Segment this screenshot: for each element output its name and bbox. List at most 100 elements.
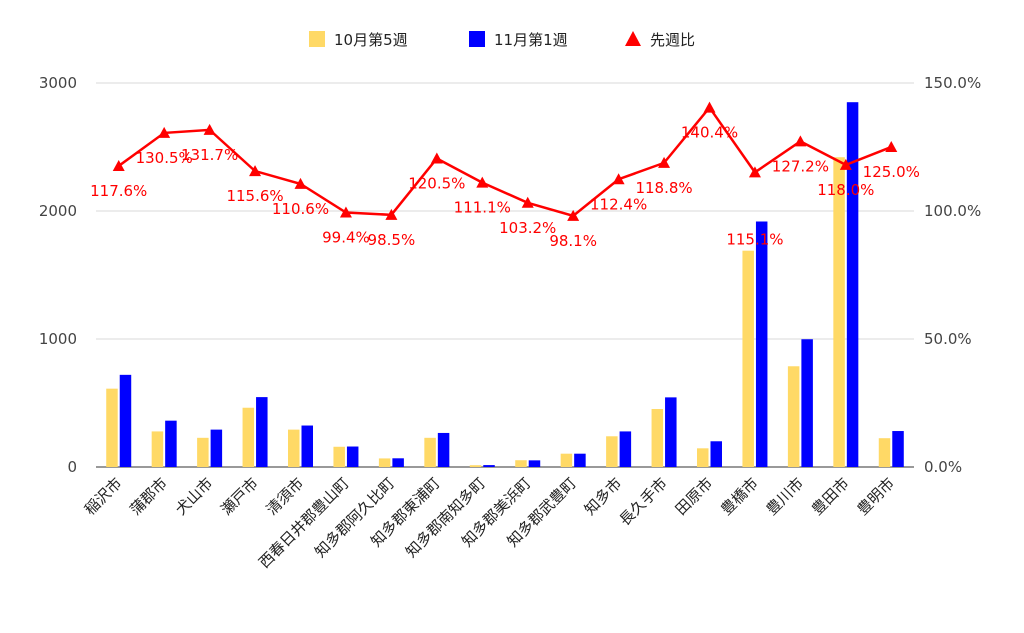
ratio-point: [203, 123, 216, 135]
x-category-label: 稲沢市: [81, 474, 126, 519]
legend-swatch: [469, 31, 485, 47]
bar-nov-week1: [210, 429, 223, 467]
bar-oct-week5: [787, 366, 800, 467]
x-category-label: 知多市: [581, 474, 626, 519]
ratio-data-label: 115.6%: [226, 187, 283, 205]
y-left-tick: 1000: [39, 330, 77, 348]
ratio-line-path: [117, 105, 892, 218]
ratio-point: [703, 101, 716, 113]
bar-oct-week5: [288, 429, 300, 467]
x-category-label: 長久手市: [616, 474, 671, 529]
ratio-point: [658, 156, 671, 168]
x-category-label: 蒲郡市: [126, 474, 171, 519]
bar-oct-week5: [242, 407, 255, 467]
bar-oct-week5: [424, 437, 436, 467]
bar-nov-week1: [528, 460, 541, 467]
bar-nov-week1: [574, 453, 586, 467]
x-category-label: 豊明市: [854, 474, 899, 519]
legend-label: 11月第1週: [494, 31, 568, 49]
ratio-point: [339, 206, 352, 218]
ratio-point: [839, 158, 852, 170]
x-category-label: 田原市: [672, 474, 717, 519]
bar-nov-week1: [301, 425, 313, 467]
bar-oct-week5: [106, 388, 118, 467]
bars: [106, 102, 904, 468]
bar-oct-week5: [151, 431, 164, 467]
y-left-tick: 3000: [39, 74, 77, 92]
ratio-point: [249, 165, 262, 177]
bar-oct-week5: [697, 448, 709, 467]
ratio-point: [385, 208, 398, 220]
ratio-point: [567, 209, 580, 221]
x-category-label: 清須市: [263, 474, 308, 519]
bar-nov-week1: [710, 441, 722, 467]
y-right-tick: 0.0%: [924, 458, 962, 476]
ratio-data-label: 98.5%: [368, 231, 416, 249]
ratio-data-label: 111.1%: [454, 199, 511, 217]
bar-nov-week1: [801, 339, 813, 467]
ratio-data-label: 118.0%: [817, 181, 874, 199]
gridlines: [96, 82, 914, 468]
x-category-label: 犬山市: [172, 474, 217, 519]
bar-oct-week5: [469, 465, 482, 467]
ratio-point: [476, 176, 489, 188]
ratio-data-label: 140.4%: [681, 124, 738, 142]
bar-nov-week1: [619, 431, 632, 467]
ratio-data-label: 99.4%: [322, 229, 370, 247]
bar-nov-week1: [755, 221, 768, 467]
ratio-data-label: 103.2%: [499, 219, 556, 237]
bar-nov-week1: [119, 374, 132, 467]
ratio-point: [521, 196, 534, 208]
ratio-data-label: 117.6%: [90, 182, 147, 200]
y-right-tick: 50.0%: [924, 330, 972, 348]
legend-swatch: [309, 31, 325, 47]
ratio-point: [885, 141, 898, 152]
bar-nov-week1: [346, 446, 359, 467]
category-labels: 稲沢市 蒲郡市 犬山市 瀬戸市 清須市西春日井郡豊山町知多郡阿久比町知多郡東浦町知多郡南…: [81, 474, 898, 572]
ratio-data-label: 127.2%: [772, 157, 829, 175]
bar-oct-week5: [606, 436, 618, 467]
ratio-point: [612, 173, 625, 185]
y-right-tick: 150.0%: [924, 74, 981, 92]
legend-label: 10月第5週: [334, 31, 408, 49]
bar-nov-week1: [892, 431, 904, 467]
legend-triangle-icon: [625, 31, 641, 46]
ratio-point: [794, 135, 807, 147]
right-axis: 0.0% 50.0% 100.0% 150.0%: [924, 74, 981, 476]
ratio-point: [294, 177, 307, 189]
y-left-tick: 0: [67, 458, 77, 476]
ratio-point: [748, 166, 761, 178]
data-labels: 117.6% 130.5%131.7% 115.6%110.6% 99.4%98.5%…: [90, 124, 920, 250]
legend: 10月第5週 11月第1週 先週比: [309, 31, 695, 49]
bar-nov-week1: [483, 465, 495, 467]
bar-nov-week1: [437, 432, 450, 467]
ratio-data-label: 112.4%: [590, 195, 647, 213]
ratio-point: [112, 159, 125, 171]
x-category-label: 知多郡南知多町: [402, 474, 489, 561]
bar-oct-week5: [742, 250, 754, 467]
x-category-label: 豊田市: [808, 474, 853, 519]
bar-oct-week5: [833, 157, 845, 468]
legend-label: 先週比: [650, 31, 695, 49]
ratio-data-label: 110.6%: [272, 200, 329, 218]
bar-oct-week5: [333, 446, 345, 467]
x-category-label: 豊橋市: [717, 474, 762, 519]
ratio-data-label: 118.8%: [635, 179, 692, 197]
ratio-data-label: 125.0%: [863, 163, 920, 181]
ratio-data-label: 115.1%: [726, 230, 783, 248]
bar-nov-week1: [256, 397, 268, 467]
ratio-data-label: 131.7%: [181, 146, 238, 164]
bar-oct-week5: [560, 453, 573, 467]
ratio-line: [112, 101, 898, 221]
ratio-data-label: 120.5%: [408, 175, 465, 193]
bar-nov-week1: [392, 458, 404, 467]
bar-nov-week1: [165, 420, 177, 467]
bar-oct-week5: [878, 438, 891, 467]
bar-nov-week1: [846, 102, 859, 467]
bar-nov-week1: [665, 397, 677, 467]
bar-oct-week5: [651, 409, 664, 467]
x-category-label: 豊川市: [763, 474, 808, 519]
left-axis: 0 1000 2000 3000: [39, 74, 77, 476]
bar-oct-week5: [378, 458, 391, 467]
